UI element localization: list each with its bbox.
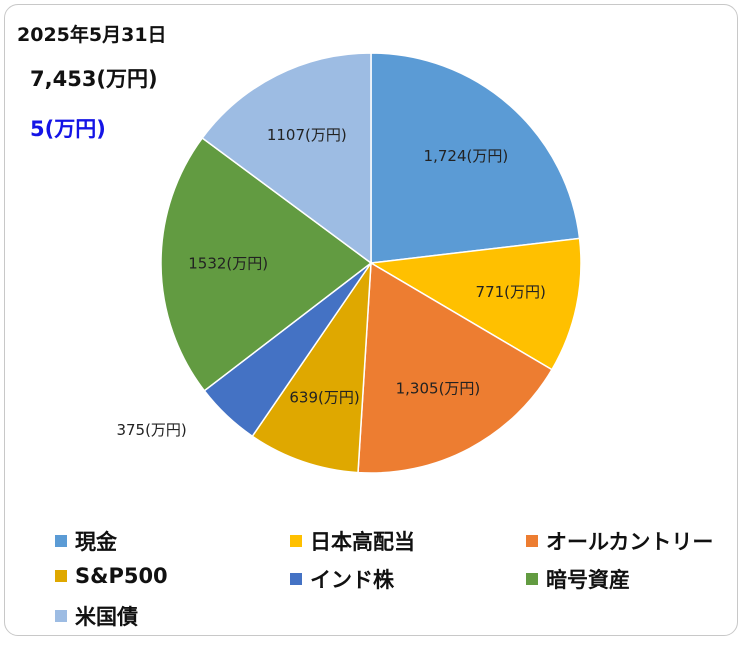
legend-swatch <box>526 535 538 547</box>
legend-swatch <box>55 570 67 582</box>
legend-swatch <box>55 610 67 622</box>
legend-label: S&P500 <box>75 564 168 588</box>
pie-label-3: 639(万円) <box>289 389 359 407</box>
pie-slice-2 <box>357 261 553 474</box>
legend-label: 米国債 <box>75 605 138 629</box>
pie-label-4: 375(万円) <box>116 421 186 439</box>
legend-swatch <box>290 573 302 585</box>
legend-label: 暗号資産 <box>546 568 630 592</box>
legend-item-1: 日本高配当 <box>290 526 415 556</box>
legend-item-3: S&P500 <box>55 564 168 588</box>
pie-slice-6 <box>201 52 372 265</box>
legend-swatch <box>526 573 538 585</box>
pie-slice-0 <box>370 52 581 264</box>
legend-label: インド株 <box>310 568 394 592</box>
pie-label-2: 1,305(万円) <box>396 380 481 398</box>
total-value: 7,453(万円) <box>30 67 158 91</box>
pie-label-5: 1532(万円) <box>188 255 268 273</box>
legend-item-0: 現金 <box>55 526 117 556</box>
legend-item-5: 暗号資産 <box>526 564 630 594</box>
legend-swatch <box>55 535 67 547</box>
legend-item-2: オールカントリー <box>526 526 713 556</box>
legend-label: オールカントリー <box>546 530 714 554</box>
legend-label: 現金 <box>75 530 117 554</box>
pie-label-6: 1107(万円) <box>267 126 347 144</box>
legend-item-6: 米国債 <box>55 601 138 631</box>
legend-item-4: インド株 <box>290 564 394 594</box>
pie-slices <box>160 52 582 474</box>
date-label: 2025年5月31日 <box>17 24 167 46</box>
legend-label: 日本高配当 <box>310 530 415 554</box>
pie-slice-3 <box>251 260 372 474</box>
pie-label-1: 771(万円) <box>476 283 546 301</box>
pie-label-0: 1,724(万円) <box>424 147 509 165</box>
pie-data-labels: 1,724(万円) 771(万円) 1,305(万円) 639(万円) 375(万円) 1… <box>116 126 545 439</box>
change-value: 5(万円) <box>30 117 106 141</box>
pie-slice-1 <box>368 237 582 371</box>
legend-swatch <box>290 535 302 547</box>
pie-slice-5 <box>160 136 373 392</box>
